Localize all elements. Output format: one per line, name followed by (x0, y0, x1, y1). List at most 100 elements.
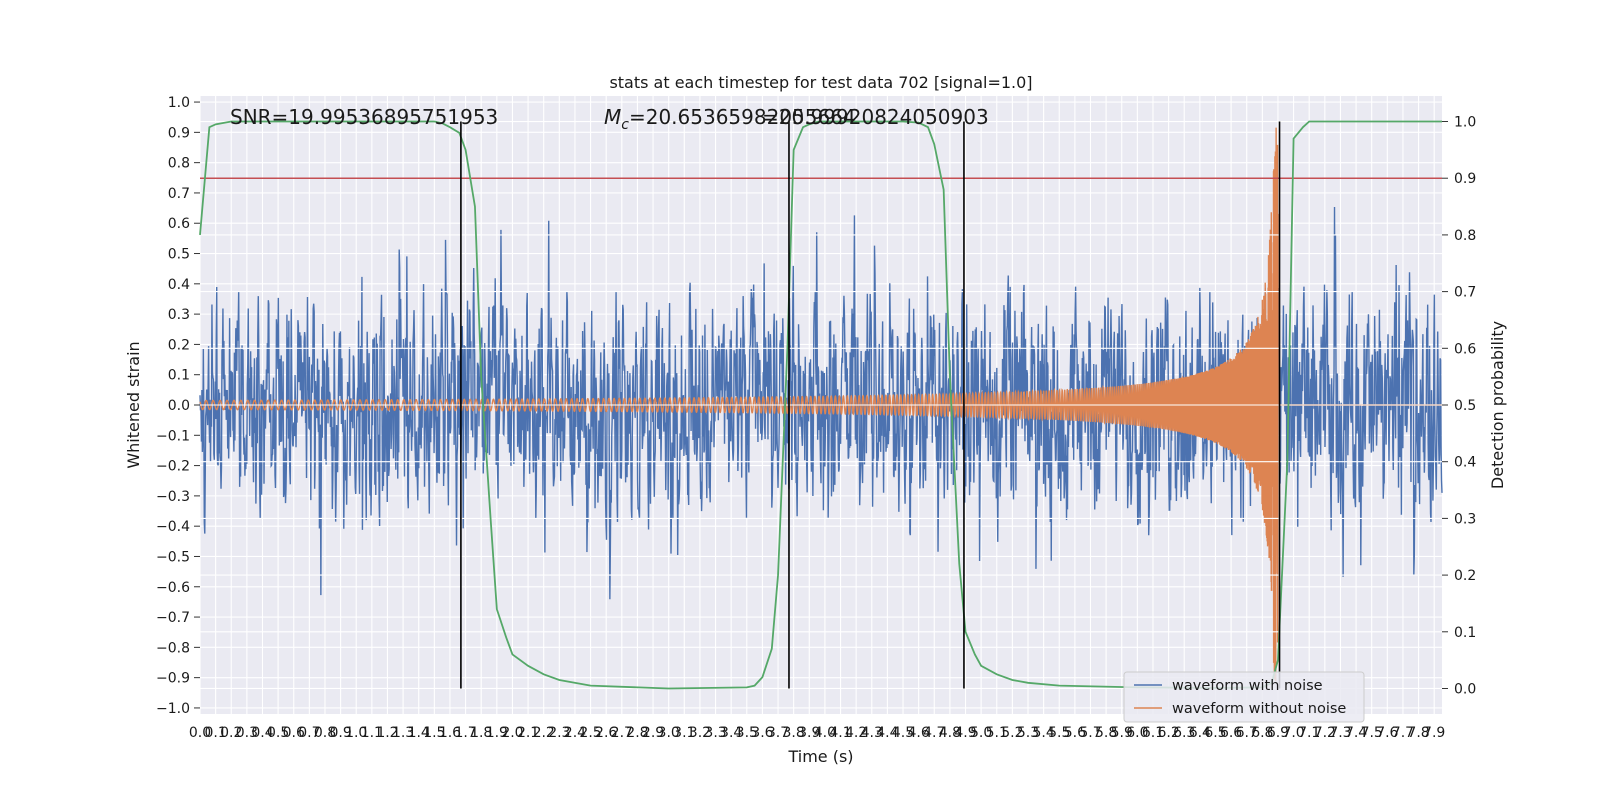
x-tick-label: 5.0 (970, 725, 992, 741)
x-tick-label: 5.6 (1064, 725, 1086, 741)
overlap-annotation: =20.99920824050903 (762, 105, 989, 129)
x-tick-label: 6.7 (1236, 725, 1258, 741)
chart-title: stats at each timestep for test data 702… (609, 73, 1032, 92)
x-tick-label: 5.7 (1079, 725, 1101, 741)
x-tick-label: 7.9 (1423, 725, 1445, 741)
x-tick-label: 5.3 (1017, 725, 1039, 741)
x-tick-label: 1.0 (345, 725, 367, 741)
x-tick-label: 5.1 (986, 725, 1008, 741)
legend-label-noise: waveform with noise (1172, 678, 1323, 694)
x-tick-label: 6.6 (1220, 725, 1242, 741)
x-tick-label: 3.7 (767, 725, 789, 741)
x-tick-label: 1.3 (392, 725, 414, 741)
x-tick-label: 3.8 (783, 725, 805, 741)
x-tick-label: 5.4 (1032, 725, 1054, 741)
x-tick-label: 0.3 (236, 725, 258, 741)
y-tick-label: −0.8 (156, 640, 190, 656)
x-tick-label: 0.4 (251, 725, 273, 741)
x-tick-label: 2.3 (548, 725, 570, 741)
y-tick-label: 0.1 (168, 368, 190, 384)
y-tick-label: −1.0 (156, 701, 190, 717)
y-tick-label: 0.4 (168, 277, 190, 293)
x-tick-label: 2.9 (642, 725, 664, 741)
x-tick-label: 7.6 (1376, 725, 1398, 741)
y-tick-label: 1.0 (168, 95, 190, 111)
x-tick-label: 2.6 (595, 725, 617, 741)
y-tick-label: −0.6 (156, 580, 190, 596)
x-tick-label: 1.4 (408, 725, 430, 741)
x-axis-label: Time (s) (787, 747, 853, 766)
x-tick-label: 4.3 (861, 725, 883, 741)
x-tick-label: 4.6 (908, 725, 930, 741)
x-tick-label: 1.8 (470, 725, 492, 741)
y-tick-label: −0.5 (156, 549, 190, 565)
legend-box (1123, 671, 1365, 723)
x-tick-label: 1.9 (486, 725, 508, 741)
y-tick-label: −0.4 (156, 519, 190, 535)
x-tick-label: 1.1 (361, 725, 383, 741)
x-tick-label: 2.1 (517, 725, 539, 741)
y2-tick-label: 0.6 (1454, 341, 1476, 357)
x-tick-label: 6.8 (1251, 725, 1273, 741)
y2-tick-label: 0.4 (1454, 455, 1476, 471)
y2-tick-label: 0.3 (1454, 511, 1476, 527)
chirp-mass-subscript: c (621, 117, 629, 133)
x-tick-label: 1.7 (454, 725, 476, 741)
chirp-mass-annotation: Mc=20.65365982055664 (604, 105, 856, 133)
x-tick-label: 2.8 (626, 725, 648, 741)
y2-tick-label: 0.7 (1454, 285, 1476, 301)
legend-label-clean: waveform without noise (1172, 701, 1346, 717)
x-tick-label: 3.9 (798, 725, 820, 741)
y-axis-label: Whitened strain (124, 341, 143, 468)
x-tick-label: 6.5 (1204, 725, 1226, 741)
y2-tick-label: 0.9 (1454, 171, 1476, 187)
y2-tick-label: 1.0 (1454, 115, 1476, 131)
x-tick-label: 0.6 (283, 725, 305, 741)
x-tick-label: 6.4 (1189, 725, 1211, 741)
chirp-mass-symbol: M (604, 105, 621, 129)
x-tick-label: 2.4 (564, 725, 586, 741)
x-tick-label: 7.5 (1361, 725, 1383, 741)
x-tick-label: 7.8 (1407, 725, 1429, 741)
y-tick-label: −0.9 (156, 671, 190, 687)
x-tick-label: 4.8 (939, 725, 961, 741)
y-tick-label: 0.9 (168, 125, 190, 141)
y-tick-label: −0.3 (156, 489, 190, 505)
snr-annotation: SNR=19.99536895751953 (230, 105, 498, 129)
y2-tick-label: 0.8 (1454, 228, 1476, 244)
x-tick-label: 3.1 (673, 725, 695, 741)
x-tick-label: 4.1 (829, 725, 851, 741)
y-tick-label: 0.8 (168, 156, 190, 172)
x-tick-label: 7.3 (1329, 725, 1351, 741)
x-tick-label: 0.9 (329, 725, 351, 741)
x-tick-label: 7.7 (1392, 725, 1414, 741)
x-tick-label: 2.5 (579, 725, 601, 741)
x-tick-label: 2.0 (501, 725, 523, 741)
x-tick-label: 3.0 (658, 725, 680, 741)
y-tick-label: 0.2 (168, 337, 190, 353)
x-tick-label: 3.5 (736, 725, 758, 741)
x-tick-label: 6.3 (1173, 725, 1195, 741)
x-tick-label: 7.2 (1314, 725, 1336, 741)
y2-tick-label: 0.1 (1454, 625, 1476, 641)
x-tick-label: 2.7 (611, 725, 633, 741)
x-tick-label: 6.2 (1157, 725, 1179, 741)
y-tick-label: 0.7 (168, 186, 190, 202)
x-tick-label: 0.2 (220, 725, 242, 741)
x-tick-label: 4.7 (923, 725, 945, 741)
y2-axis-label: Detection probability (1488, 321, 1507, 489)
x-tick-label: 3.4 (720, 725, 742, 741)
x-tick-label: 7.0 (1282, 725, 1304, 741)
x-tick-label: 4.9 (954, 725, 976, 741)
x-tick-label: 3.2 (689, 725, 711, 741)
x-tick-label: 3.3 (704, 725, 726, 741)
y-tick-label: −0.2 (156, 459, 190, 475)
y2-tick-label: 0.2 (1454, 568, 1476, 584)
x-tick-label: 5.5 (1048, 725, 1070, 741)
x-tick-label: 7.1 (1298, 725, 1320, 741)
x-tick-label: 1.6 (439, 725, 461, 741)
x-tick-label: 1.2 (376, 725, 398, 741)
x-tick-label: 4.5 (892, 725, 914, 741)
x-tick-label: 6.9 (1267, 725, 1289, 741)
x-tick-label: 4.4 (876, 725, 898, 741)
